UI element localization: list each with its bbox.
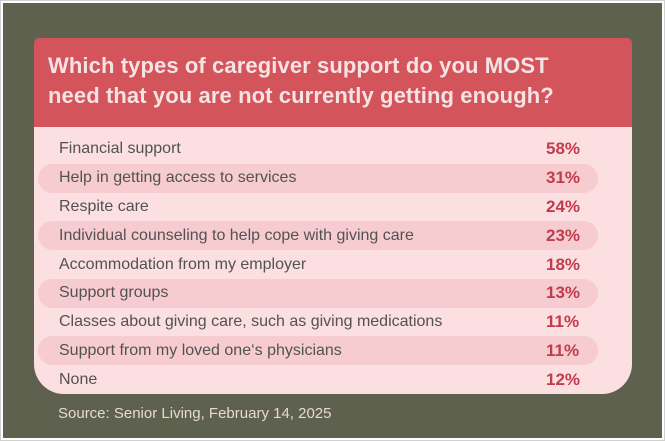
table-row: Classes about giving care, such as givin… [34,308,632,337]
row-value: 58% [546,139,581,159]
row-label: Financial support [59,140,181,158]
chart-title-banner: Which types of caregiver support do you … [34,38,632,127]
table-row: None 12% [34,365,632,394]
row-value: 23% [546,225,581,245]
source-attribution: Source: Senior Living, February 14, 2025 [58,405,332,422]
row-stripe-background [38,221,598,251]
table-row: Support from my loved one‘s physicians 1… [34,336,632,366]
row-label: Individual counseling to help cope with … [59,226,414,244]
row-value: 12% [546,369,581,389]
row-label: None [59,370,98,388]
chart-title-line-2: need that you are not currently getting … [48,83,554,108]
table-row: Respite care 24% [34,193,632,222]
results-list: Financial support 58% Help in getting ac… [34,135,632,394]
table-row: Individual counseling to help cope with … [34,221,632,251]
row-value: 18% [546,254,581,274]
row-label: Classes about giving care, such as givin… [59,313,443,331]
table-row: Accommodation from my employer 18% [34,250,632,279]
chart-title-line-1: Which types of caregiver support do you … [48,53,549,78]
table-row: Support groups 13% [34,278,632,308]
row-label: Support groups [59,284,169,302]
row-label: Support from my loved one‘s physicians [59,341,342,359]
results-panel: Financial support 58% Help in getting ac… [34,127,632,394]
row-label: Respite care [59,197,149,215]
row-label: Accommodation from my employer [59,255,307,273]
row-value: 13% [546,283,581,303]
table-row: Financial support 58% [34,135,632,164]
row-stripe-background [38,336,598,366]
row-stripe-background [38,278,598,308]
row-value: 11% [546,312,580,332]
row-label: Help in getting access to services [59,169,297,187]
row-stripe-background [38,163,598,193]
row-value: 31% [546,168,581,188]
table-row: Help in getting access to services 31% [34,163,632,193]
row-value: 24% [546,196,581,216]
row-value: 11% [546,340,580,360]
